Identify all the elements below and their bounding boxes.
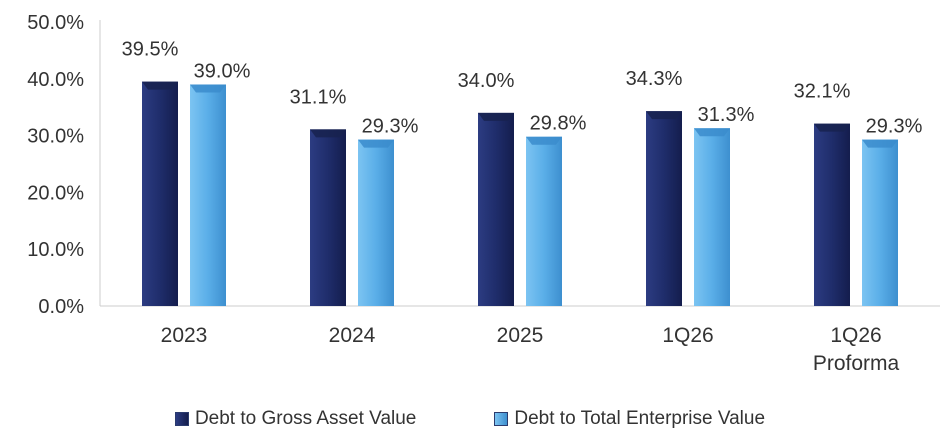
bar-cap-series-2 [190,84,226,93]
x-category-label: Proforma [813,352,900,375]
bar-chart: 0.0% 10.0% 20.0% 30.0% 40.0% 50.0% 39.5% 39.0%… [27,12,940,375]
y-tick-label: 40.0% [27,69,84,91]
data-label-series-1: 34.3% [626,68,683,90]
y-tick-label: 20.0% [27,182,84,204]
x-category-label: 1Q26 [830,324,881,347]
bar-cap-series-1 [814,123,850,132]
labels-layer: 39.5% 39.0% 2023 31.1% 29.3% 2024 34.0% 29.8% 20… [122,39,923,375]
data-label-series-1: 32.1% [794,81,851,103]
y-tick-label: 10.0% [27,239,84,261]
data-label-series-2: 39.0% [194,60,251,82]
bar-series-2 [862,139,898,306]
bar-cap-series-2 [694,128,730,137]
bar-series-1 [310,129,346,306]
bar-cap-series-1 [142,81,178,90]
y-tick-label: 50.0% [27,12,84,34]
legend-item-series-2: Debt to Total Enterprise Value [494,408,765,430]
bar-series-1 [646,111,682,307]
data-label-series-1: 39.5% [122,39,179,61]
x-category-label: 2024 [329,324,376,347]
bar-cap-series-2 [526,136,562,145]
bar-series-2 [694,128,730,306]
legend-item-series-1: Debt to Gross Asset Value [174,408,417,430]
data-label-series-2: 29.3% [362,116,419,138]
data-label-series-2: 29.3% [866,116,923,138]
data-label-series-1: 31.1% [290,86,347,108]
legend-swatch-series-2 [494,412,509,426]
x-category-label: 2023 [161,324,208,347]
bar-series-1 [814,123,850,306]
bar-cap-series-2 [358,139,394,148]
legend-swatch-series-1 [174,412,189,426]
x-category-label: 1Q26 [662,324,713,347]
bar-cap-series-2 [862,139,898,148]
y-tick-label: 0.0% [38,296,84,318]
y-tick-label: 30.0% [27,126,84,148]
bar-series-2 [526,136,562,306]
bar-series-2 [190,84,226,306]
bar-series-1 [142,81,178,306]
data-label-series-2: 31.3% [698,104,755,126]
legend: Debt to Gross Asset Value Debt to Total … [0,404,940,434]
bar-series-2 [358,139,394,306]
data-label-series-2: 29.8% [530,113,587,135]
data-label-series-1: 34.0% [458,70,515,92]
bar-cap-series-1 [478,112,514,121]
axis-layer: 0.0% 10.0% 20.0% 30.0% 40.0% 50.0% [27,12,940,318]
bar-cap-series-1 [646,111,682,120]
bars-layer [142,81,898,307]
x-category-label: 2025 [497,324,544,347]
bar-cap-series-1 [310,129,346,138]
legend-label-series-1: Debt to Gross Asset Value [194,408,417,429]
legend-label-series-2: Debt to Total Enterprise Value [514,408,766,429]
bar-series-1 [478,112,514,306]
